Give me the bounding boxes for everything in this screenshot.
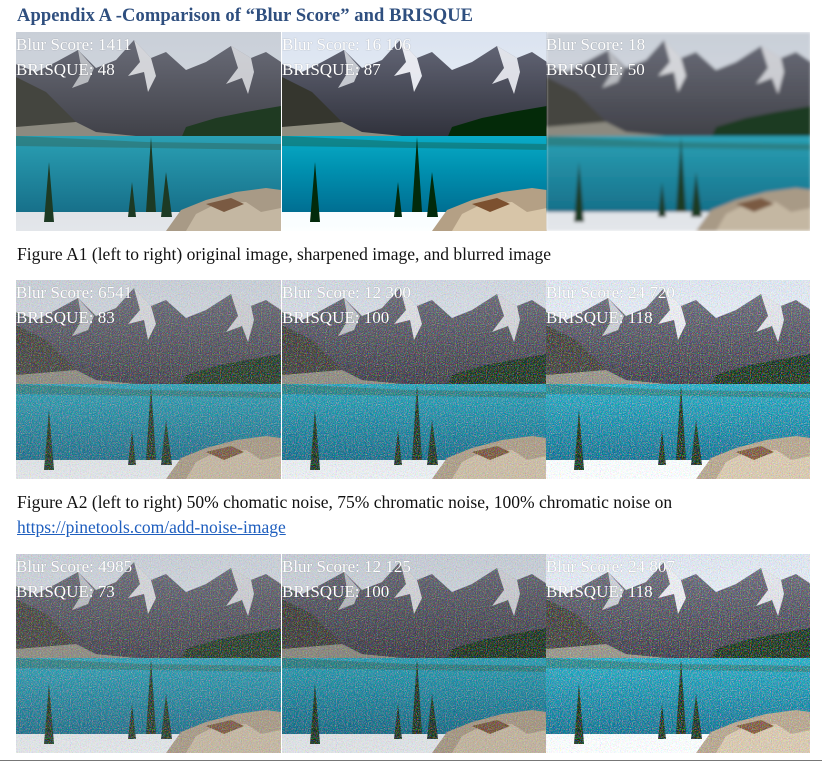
blur-score-label: Blur Score: 18 — [546, 35, 646, 54]
noise-50-image-panel: Blur Score: 6541 BRISQUE: 83 — [16, 280, 281, 479]
noise-image-panel-2: Blur Score: 12 125 BRISQUE: 100 — [282, 554, 547, 753]
blurred-image-panel: Blur Score: 18 BRISQUE: 50 — [546, 32, 810, 231]
noise-75-image-panel: Blur Score: 12 300 BRISQUE: 100 — [282, 280, 547, 479]
brisque-label: BRISQUE: 83 — [16, 308, 115, 327]
blur-score-label: Blur Score: 16 106 — [282, 35, 411, 54]
figure-a3-row: Blur Score: 4985 BRISQUE: 73 Blur Score:… — [16, 554, 810, 753]
figure-a2-row: Blur Score: 6541 BRISQUE: 83 Blur Score:… — [16, 280, 810, 479]
blur-score-label: Blur Score: 6541 — [16, 283, 133, 302]
noise-image-panel-1: Blur Score: 4985 BRISQUE: 73 — [16, 554, 281, 753]
sharpened-image-panel: Blur Score: 16 106 BRISQUE: 87 — [282, 32, 547, 231]
figure-a2-caption: Figure A2 (left to right) 50% chomatic n… — [17, 490, 672, 540]
brisque-label: BRISQUE: 100 — [282, 308, 390, 327]
blur-score-label: Blur Score: 4985 — [16, 557, 133, 576]
brisque-label: BRISQUE: 118 — [546, 308, 653, 327]
blur-score-label: Blur Score: 12 125 — [282, 557, 411, 576]
original-image-panel: Blur Score: 1411 BRISQUE: 48 — [16, 32, 281, 231]
noise-100-image-panel: Blur Score: 24 720 BRISQUE: 118 — [546, 280, 810, 479]
brisque-label: BRISQUE: 118 — [546, 582, 653, 601]
blur-score-label: Blur Score: 24 720 — [546, 283, 675, 302]
blur-score-label: Blur Score: 12 300 — [282, 283, 411, 302]
brisque-label: BRISQUE: 48 — [16, 60, 115, 79]
pinetools-link[interactable]: https://pinetools.com/add-noise-image — [17, 517, 286, 537]
appendix-heading: Appendix A -Comparison of “Blur Score” a… — [17, 6, 474, 26]
brisque-label: BRISQUE: 73 — [16, 582, 115, 601]
blur-score-label: Blur Score: 1411 — [16, 35, 132, 54]
noise-image-panel-3: Blur Score: 24 807 BRISQUE: 118 — [546, 554, 810, 753]
brisque-label: BRISQUE: 87 — [282, 60, 381, 79]
blur-score-label: Blur Score: 24 807 — [546, 557, 675, 576]
brisque-label: BRISQUE: 100 — [282, 582, 390, 601]
figure-a1-caption: Figure A1 (left to right) original image… — [17, 244, 552, 264]
figure-a2-caption-text: Figure A2 (left to right) 50% chomatic n… — [17, 492, 673, 512]
page-bottom-rule — [0, 760, 822, 761]
figure-a1-row: Blur Score: 1411 BRISQUE: 48 Blur Score:… — [16, 32, 810, 231]
brisque-label: BRISQUE: 50 — [546, 60, 645, 79]
